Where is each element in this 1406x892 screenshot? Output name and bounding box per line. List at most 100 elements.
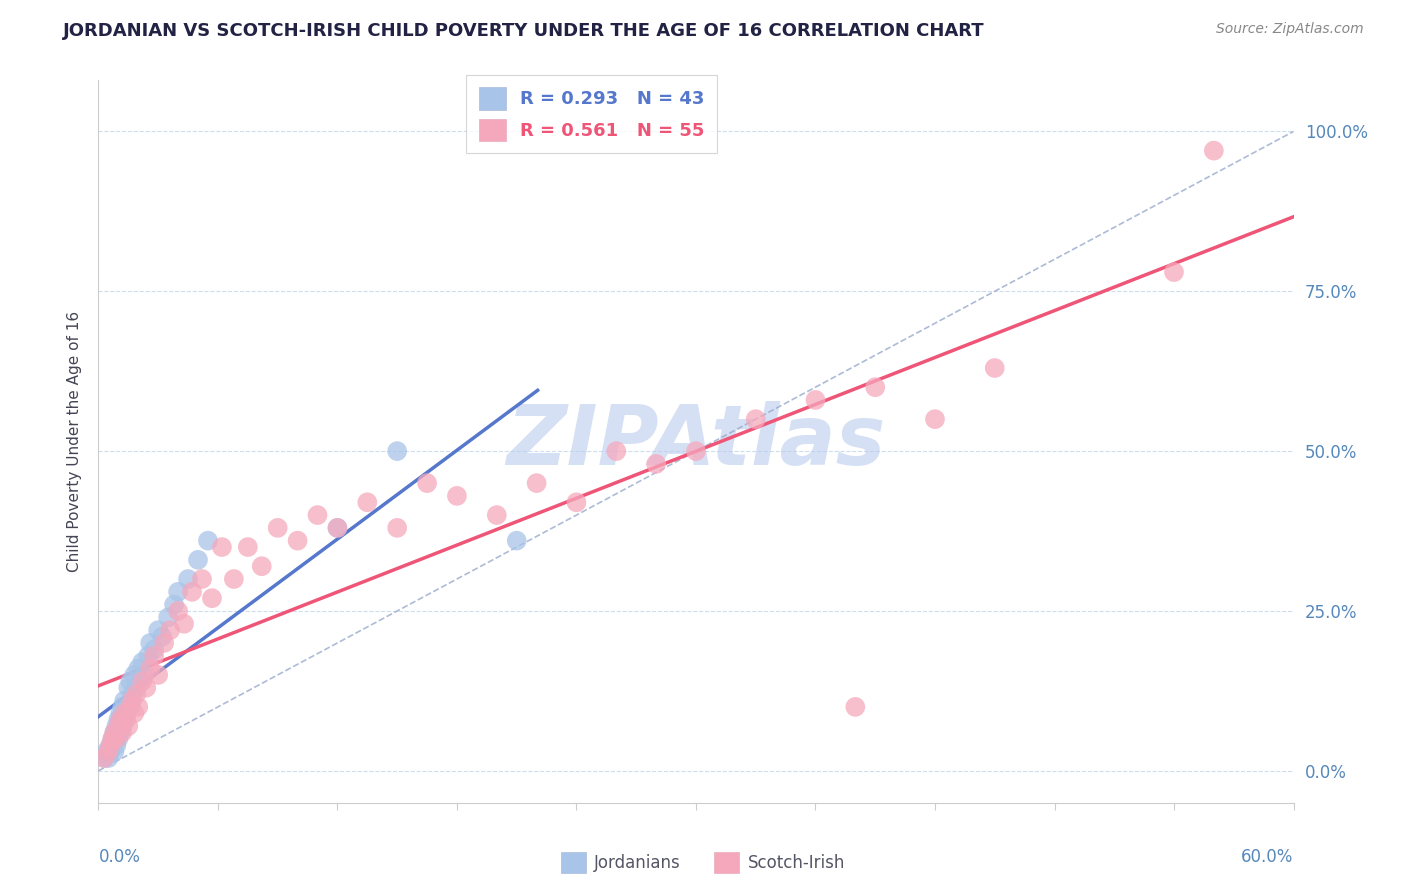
Point: [107, 719, 129, 733]
Point: [121, 687, 143, 701]
Point: [105, 719, 128, 733]
Point: [131, 674, 153, 689]
Point: [187, 553, 209, 567]
Point: [326, 521, 349, 535]
Point: [136, 648, 159, 663]
Point: [153, 636, 176, 650]
Point: [120, 674, 142, 689]
Point: [645, 457, 668, 471]
Point: [124, 668, 146, 682]
Point: [222, 572, 245, 586]
Point: [117, 719, 139, 733]
Point: [112, 713, 135, 727]
Point: [745, 412, 768, 426]
Point: [446, 489, 468, 503]
Point: [110, 713, 132, 727]
Point: [125, 681, 148, 695]
Point: [201, 591, 224, 606]
Point: [148, 668, 170, 682]
Point: [1202, 144, 1225, 158]
Point: [1163, 265, 1185, 279]
Point: [97, 745, 120, 759]
Point: [131, 655, 153, 669]
Text: ZIPAtlas: ZIPAtlas: [506, 401, 886, 482]
Point: [804, 392, 827, 407]
Point: [191, 572, 214, 586]
Point: [107, 713, 129, 727]
Point: [565, 495, 588, 509]
Y-axis label: Child Poverty Under the Age of 16: Child Poverty Under the Age of 16: [66, 311, 82, 572]
Point: [127, 699, 149, 714]
Point: [117, 681, 139, 695]
Point: [163, 598, 186, 612]
Point: [506, 533, 529, 548]
Point: [101, 731, 124, 746]
Point: [984, 361, 1007, 376]
Point: [103, 725, 125, 739]
Point: [98, 738, 122, 752]
Legend: R = 0.293   N = 43, R = 0.561   N = 55: R = 0.293 N = 43, R = 0.561 N = 55: [465, 75, 717, 153]
Point: [105, 731, 128, 746]
Point: [385, 444, 409, 458]
Point: [326, 521, 349, 535]
Point: [96, 745, 118, 759]
Point: [97, 751, 120, 765]
Point: [129, 674, 152, 689]
Point: [107, 731, 129, 746]
Point: [124, 706, 146, 721]
Text: 60.0%: 60.0%: [1241, 847, 1294, 865]
Point: [103, 725, 125, 739]
Point: [134, 668, 156, 682]
Point: [103, 745, 125, 759]
Point: [93, 751, 115, 765]
Legend: Jordanians, Scotch-Irish: Jordanians, Scotch-Irish: [554, 846, 852, 880]
Point: [150, 630, 173, 644]
Point: [685, 444, 707, 458]
Point: [112, 706, 135, 721]
Point: [143, 648, 166, 663]
Point: [115, 706, 138, 721]
Point: [844, 699, 866, 714]
Point: [173, 616, 195, 631]
Point: [111, 719, 134, 733]
Point: [605, 444, 627, 458]
Point: [127, 661, 149, 675]
Point: [148, 623, 170, 637]
Point: [121, 693, 143, 707]
Point: [250, 559, 273, 574]
Point: [307, 508, 329, 522]
Point: [93, 751, 115, 765]
Point: [120, 699, 142, 714]
Point: [356, 495, 378, 509]
Text: JORDANIAN VS SCOTCH-IRISH CHILD POVERTY UNDER THE AGE OF 16 CORRELATION CHART: JORDANIAN VS SCOTCH-IRISH CHILD POVERTY …: [63, 22, 984, 40]
Point: [236, 540, 259, 554]
Point: [181, 584, 204, 599]
Point: [167, 604, 190, 618]
Text: 0.0%: 0.0%: [98, 847, 141, 865]
Point: [924, 412, 946, 426]
Point: [115, 713, 138, 727]
Point: [112, 693, 135, 707]
Point: [526, 476, 548, 491]
Point: [110, 725, 132, 739]
Point: [98, 745, 122, 759]
Point: [143, 642, 166, 657]
Point: [211, 540, 233, 554]
Point: [197, 533, 219, 548]
Point: [139, 661, 162, 675]
Point: [101, 731, 124, 746]
Point: [111, 699, 134, 714]
Point: [105, 738, 128, 752]
Point: [135, 681, 157, 695]
Point: [267, 521, 290, 535]
Point: [157, 610, 180, 624]
Point: [98, 738, 122, 752]
Point: [416, 476, 439, 491]
Point: [111, 725, 134, 739]
Point: [167, 584, 190, 599]
Point: [117, 699, 139, 714]
Point: [287, 533, 309, 548]
Point: [865, 380, 887, 394]
Text: Source: ZipAtlas.com: Source: ZipAtlas.com: [1216, 22, 1364, 37]
Point: [110, 706, 132, 721]
